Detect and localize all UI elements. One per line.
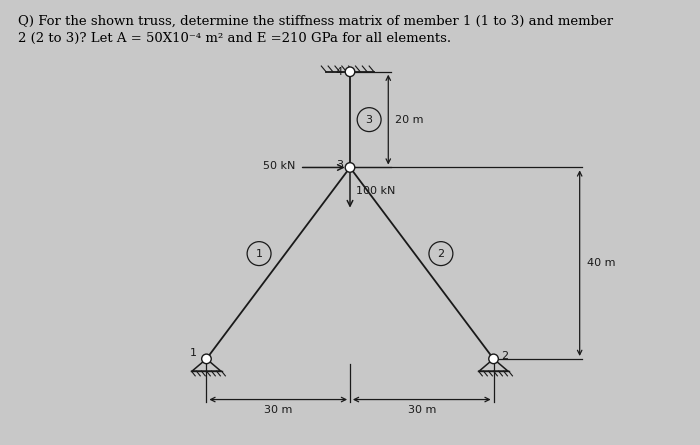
Text: 1: 1 [256,249,262,259]
Circle shape [345,163,355,172]
Text: 100 kN: 100 kN [356,186,395,196]
Text: 30 m: 30 m [264,405,293,415]
Text: Q) For the shown truss, determine the stiffness matrix of member 1 (1 to 3) and : Q) For the shown truss, determine the st… [18,15,613,28]
Text: 40 m: 40 m [587,258,615,268]
Text: 3: 3 [336,160,343,170]
Text: 1: 1 [190,348,197,358]
Circle shape [202,354,211,364]
Text: 2: 2 [438,249,444,259]
Circle shape [429,242,453,266]
Text: 2: 2 [500,352,508,361]
Circle shape [489,354,498,364]
Text: 2 (2 to 3)? Let A = 50X10⁻⁴ m² and E =210 GPa for all elements.: 2 (2 to 3)? Let A = 50X10⁻⁴ m² and E =21… [18,32,451,45]
Circle shape [357,108,381,132]
Circle shape [345,67,355,77]
Text: 4: 4 [336,67,343,77]
Text: 30 m: 30 m [407,405,436,415]
Text: 3: 3 [365,115,372,125]
Text: 20 m: 20 m [395,115,424,125]
Circle shape [247,242,271,266]
Text: 50 kN: 50 kN [262,161,295,171]
